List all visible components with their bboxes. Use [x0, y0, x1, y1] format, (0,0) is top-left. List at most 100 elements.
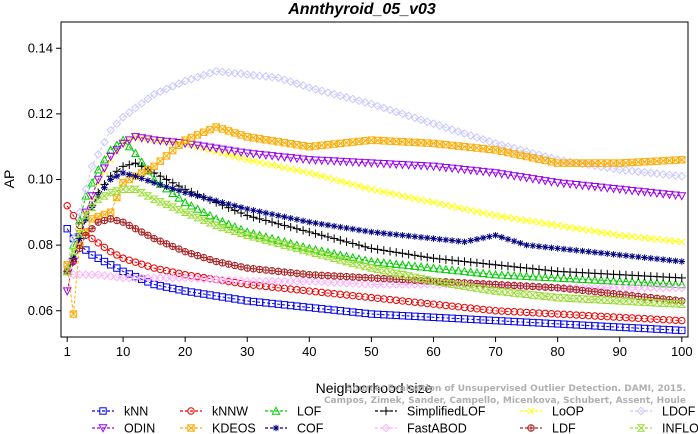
- data-point-ldof: [106, 125, 116, 135]
- data-point-inflo: [522, 290, 532, 299]
- data-point-inflo: [149, 195, 159, 203]
- data-point-simplifiedlof: [292, 224, 302, 233]
- data-point-loop: [324, 174, 332, 182]
- data-point-ldof: [640, 167, 649, 177]
- data-point-cof: [573, 247, 580, 254]
- data-point-kdeos: [113, 193, 121, 202]
- data-point-inflo: [460, 282, 469, 290]
- data-point-inflo: [186, 211, 196, 219]
- legend-item-inflo: INFLO: [630, 422, 698, 434]
- data-point-fastabod: [267, 276, 277, 286]
- data-point-ldof: [162, 84, 171, 94]
- data-point-loop: [566, 223, 574, 231]
- data-point-odin: [168, 138, 178, 147]
- data-point-odin: [515, 173, 525, 182]
- data-point-knnw: [119, 254, 127, 262]
- data-point-loop: [237, 154, 245, 162]
- data-point-lof: [404, 260, 414, 270]
- data-point-cof: [535, 243, 543, 250]
- data-point-odin: [255, 150, 265, 160]
- data-point-cof: [616, 251, 623, 259]
- data-point-ldf: [268, 267, 276, 275]
- data-point-cof: [132, 173, 139, 180]
- data-point-odin: [62, 287, 72, 296]
- x-tick-label: 50: [364, 344, 378, 359]
- data-point-cof: [591, 249, 599, 256]
- data-point-loop: [156, 137, 164, 145]
- data-point-inflo: [174, 205, 184, 214]
- data-point-loop: [554, 221, 562, 229]
- data-point-inflo: [292, 244, 302, 253]
- data-point-ldf: [206, 255, 214, 264]
- data-point-odin: [621, 186, 631, 195]
- data-point-kdeos: [597, 159, 605, 167]
- legend-label-ldof: LDOF: [662, 405, 696, 419]
- data-point-inflo: [131, 185, 140, 194]
- data-point-ldof: [342, 93, 351, 102]
- data-point-odin: [87, 192, 97, 201]
- data-point-cof: [405, 232, 412, 240]
- data-point-ldof: [472, 133, 482, 142]
- data-point-ldof: [317, 86, 327, 96]
- data-point-ldf: [311, 271, 320, 279]
- data-point-inflo: [193, 213, 202, 222]
- data-point-inflo: [571, 294, 581, 303]
- data-point-ldof: [292, 79, 302, 89]
- data-point-fastabod: [627, 283, 637, 293]
- data-point-ldof: [354, 96, 364, 106]
- data-point-cof: [293, 216, 301, 223]
- data-point-ldof: [398, 109, 407, 119]
- data-point-ldof: [242, 70, 252, 79]
- data-point-odin: [627, 186, 637, 196]
- data-point-lof: [435, 263, 445, 273]
- data-point-kdeos: [206, 125, 214, 134]
- data-point-fastabod: [224, 275, 234, 285]
- data-point-simplifiedlof: [509, 262, 519, 271]
- legend-label-kdeos: KDEOS: [212, 422, 256, 434]
- data-point-ldf: [249, 265, 258, 273]
- data-point-ldf: [150, 234, 158, 243]
- data-point-simplifiedlof: [162, 175, 171, 184]
- data-point-simplifiedlof: [447, 256, 457, 265]
- data-point-fastabod: [236, 276, 246, 286]
- data-point-kdeos: [342, 139, 351, 147]
- data-point-inflo: [373, 265, 383, 274]
- data-point-kdeos: [665, 156, 674, 165]
- data-point-ldf: [175, 245, 183, 253]
- data-point-cof: [337, 223, 344, 231]
- data-point-ldof: [652, 169, 662, 179]
- data-point-lof: [317, 246, 327, 255]
- data-point-lof: [509, 270, 519, 280]
- data-point-ldof: [658, 169, 668, 179]
- x-tick-label: 60: [426, 344, 440, 359]
- data-point-inflo: [472, 284, 482, 292]
- data-point-fastabod: [342, 278, 351, 288]
- data-point-inflo: [484, 286, 494, 294]
- data-point-loop: [386, 189, 394, 197]
- data-point-odin: [335, 157, 345, 167]
- data-point-cof: [424, 234, 431, 242]
- data-point-ldf: [330, 272, 338, 280]
- data-point-ldof: [118, 112, 128, 122]
- data-point-odin: [497, 170, 507, 179]
- data-point-ldf: [231, 261, 239, 270]
- data-point-ldf: [224, 260, 233, 268]
- data-point-ldof: [509, 143, 519, 153]
- data-point-fastabod: [69, 270, 78, 280]
- data-point-fastabod: [199, 274, 209, 284]
- legend-item-knn: kNN: [92, 405, 148, 419]
- data-point-odin: [571, 181, 581, 190]
- data-point-fastabod: [398, 280, 407, 289]
- data-point-lof: [559, 273, 569, 282]
- data-point-cof: [231, 202, 239, 209]
- legend-label-knnw: kNNW: [212, 405, 248, 419]
- data-point-inflo: [379, 267, 389, 275]
- data-point-kdeos: [100, 210, 109, 219]
- data-point-inflo: [224, 225, 234, 234]
- data-point-inflo: [559, 294, 569, 302]
- data-point-lof: [491, 269, 501, 279]
- data-point-odin: [428, 162, 439, 172]
- data-point-odin: [366, 159, 376, 168]
- data-point-fastabod: [633, 283, 643, 293]
- data-point-inflo: [453, 281, 463, 289]
